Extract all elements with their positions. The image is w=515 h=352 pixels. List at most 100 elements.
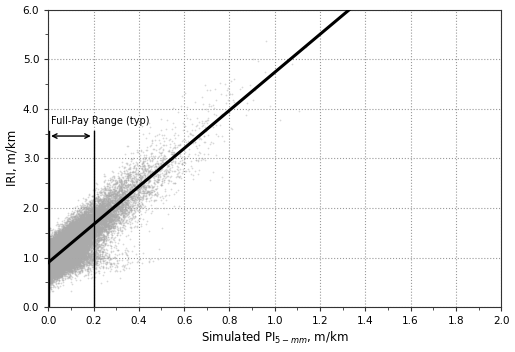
Point	[51, 255, 59, 260]
Point	[54, 245, 62, 251]
Point	[56, 248, 64, 254]
Point	[72, 257, 80, 263]
Point	[47, 259, 55, 265]
Point	[60, 256, 68, 261]
Point	[53, 254, 61, 260]
Point	[45, 254, 54, 260]
Point	[68, 226, 77, 231]
Point	[161, 160, 169, 166]
Point	[45, 266, 54, 271]
Point	[47, 262, 56, 268]
Point	[102, 202, 111, 207]
Point	[52, 264, 60, 270]
Point	[62, 246, 70, 251]
Point	[82, 245, 91, 251]
Point	[52, 258, 60, 263]
Point	[92, 215, 100, 220]
Point	[59, 258, 67, 264]
Point	[106, 222, 114, 227]
Point	[102, 228, 110, 234]
Point	[75, 233, 83, 239]
Point	[73, 253, 81, 258]
Point	[93, 232, 101, 238]
Point	[60, 240, 68, 246]
Point	[57, 257, 65, 263]
Point	[59, 267, 67, 272]
Point	[79, 239, 88, 245]
Point	[58, 245, 66, 251]
Point	[45, 257, 53, 263]
Point	[123, 144, 131, 149]
Point	[71, 234, 79, 240]
Point	[58, 247, 66, 252]
Point	[45, 249, 54, 255]
Point	[141, 172, 149, 178]
Point	[139, 161, 147, 166]
Point	[61, 257, 69, 262]
Point	[55, 238, 63, 244]
Point	[52, 243, 60, 248]
Point	[52, 243, 60, 249]
Point	[47, 267, 55, 272]
Point	[148, 192, 156, 197]
Point	[54, 250, 62, 255]
Point	[111, 177, 119, 183]
Point	[65, 243, 74, 249]
Point	[81, 227, 89, 233]
Point	[52, 245, 60, 251]
Point	[44, 266, 53, 271]
Point	[78, 233, 87, 239]
Point	[61, 249, 70, 254]
Point	[46, 266, 54, 271]
Point	[88, 240, 96, 246]
Point	[65, 266, 73, 272]
Point	[73, 247, 81, 253]
Point	[65, 253, 73, 259]
Point	[62, 247, 70, 253]
Point	[84, 231, 92, 237]
Point	[55, 256, 63, 262]
Point	[56, 249, 64, 254]
Point	[45, 253, 53, 259]
Point	[68, 237, 77, 242]
Point	[61, 248, 69, 254]
Point	[89, 231, 97, 236]
Point	[93, 207, 101, 213]
Point	[84, 234, 92, 240]
Point	[52, 246, 60, 252]
Point	[103, 225, 111, 231]
Point	[90, 200, 98, 206]
Point	[78, 234, 87, 240]
Point	[47, 269, 56, 275]
Point	[69, 246, 77, 251]
Point	[54, 244, 62, 250]
Point	[71, 213, 79, 219]
Point	[60, 221, 68, 227]
Point	[57, 237, 65, 243]
Point	[70, 237, 78, 243]
Point	[89, 187, 97, 193]
Point	[63, 256, 71, 262]
Point	[60, 248, 68, 254]
Point	[64, 253, 73, 258]
Point	[50, 239, 59, 245]
Point	[46, 247, 54, 252]
Point	[68, 257, 76, 263]
Point	[65, 241, 74, 247]
Point	[74, 242, 82, 247]
Point	[65, 256, 73, 262]
Point	[52, 264, 60, 269]
Point	[48, 268, 57, 274]
Point	[70, 232, 78, 238]
Point	[49, 247, 58, 252]
Point	[46, 265, 55, 271]
Point	[49, 258, 58, 263]
Point	[51, 251, 59, 256]
Point	[44, 268, 53, 273]
Point	[53, 244, 61, 250]
Point	[48, 265, 56, 271]
Point	[72, 244, 80, 250]
Point	[77, 243, 85, 249]
Point	[93, 233, 101, 238]
Point	[88, 228, 96, 234]
